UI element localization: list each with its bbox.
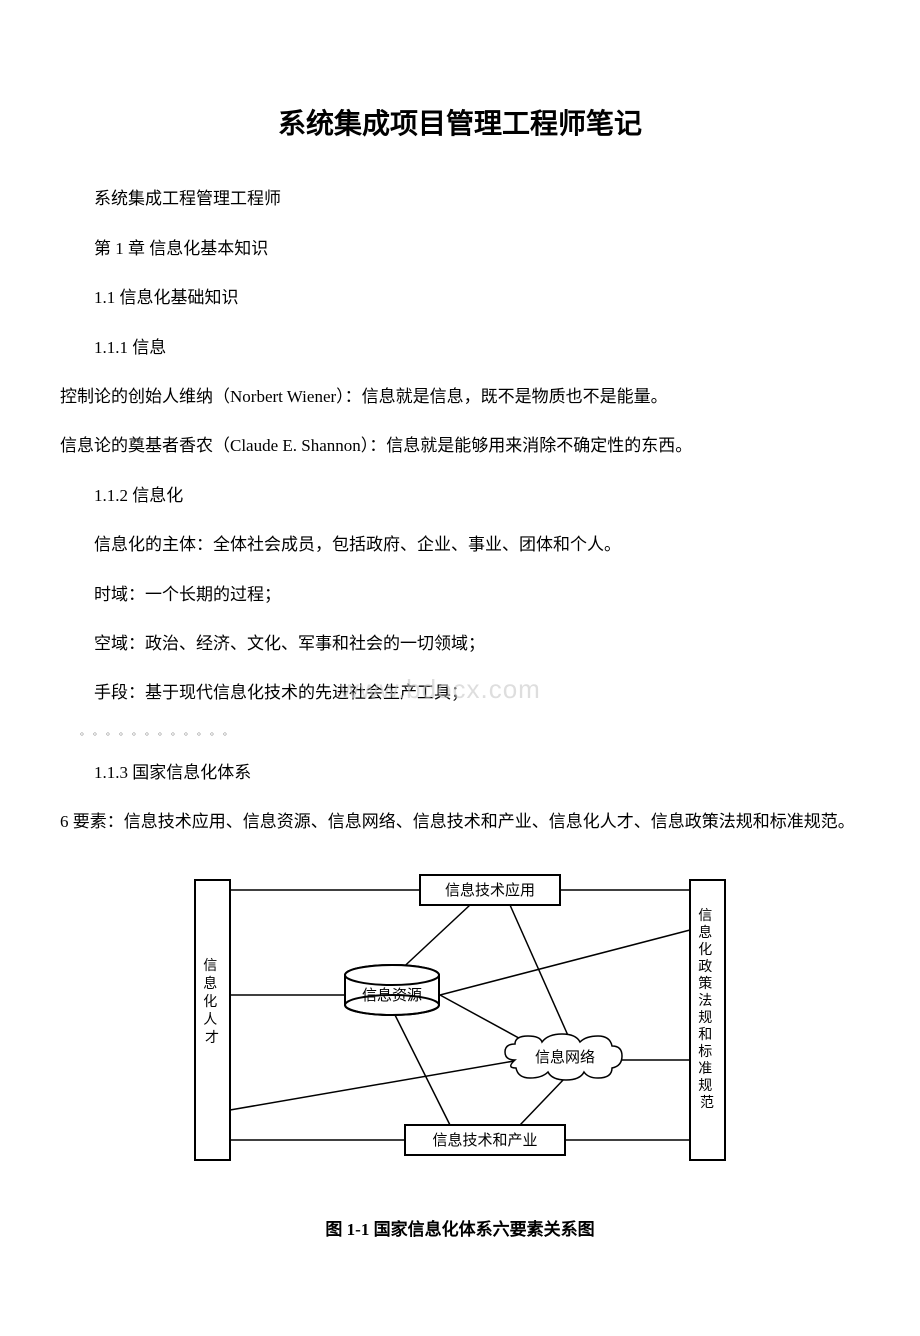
- body-paragraph: 1.1.2 信息化: [60, 477, 860, 514]
- diagram-edges: [230, 890, 690, 1140]
- diagram-container: 信 息 化 人 才 信 息 化 政 策 法 规 和 标 准 规 范: [160, 860, 760, 1246]
- diagram-node-left-pillar: 信 息 化 人 才: [195, 880, 230, 1160]
- diagram-node-right-pillar: 信 息 化 政 策 法 规 和 标 准 规 范: [690, 880, 725, 1160]
- body-paragraph: 控制论的创始人维纳（Norbert Wiener）：信息就是信息，既不是物质也不…: [60, 378, 860, 415]
- document-title: 系统集成项目管理工程师笔记: [60, 100, 860, 150]
- body-paragraph: 1.1.3 国家信息化体系: [60, 754, 860, 791]
- diagram-node-network: 信息网络: [505, 1034, 622, 1080]
- diagram-label: 信息技术和产业: [432, 1132, 537, 1149]
- body-paragraph: 信息论的奠基者香农（Claude E. Shannon）：信息就是能够用来消除不…: [60, 427, 860, 464]
- diagram-node-top: 信息技术应用: [420, 875, 560, 905]
- body-paragraph: 1.1.1 信息: [60, 329, 860, 366]
- diagram-label: 信息技术应用: [445, 881, 535, 899]
- body-paragraph: 信息化的主体：全体社会成员，包括政府、企业、事业、团体和个人。: [60, 526, 860, 563]
- body-paragraph: 手段：基于现代信息化技术的先进社会生产工具；: [60, 674, 860, 711]
- diagram-node-bottom: 信息技术和产业: [405, 1125, 565, 1155]
- diagram-caption: 图 1-1 国家信息化体系六要素关系图: [160, 1215, 760, 1246]
- diagram-label: 信息网络: [535, 1049, 595, 1066]
- diagram-label: 信 息 化 人 才: [203, 958, 221, 1046]
- body-paragraph: 1.1 信息化基础知识: [60, 279, 860, 316]
- body-paragraph: 时域：一个长期的过程；: [60, 576, 860, 613]
- diagram-label: 信息资源: [362, 987, 422, 1004]
- body-paragraph: 系统集成工程管理工程师: [60, 180, 860, 217]
- diagram-svg: 信 息 化 人 才 信 息 化 政 策 法 规 和 标 准 规 范: [170, 860, 750, 1190]
- body-paragraph: 6 要素：信息技术应用、信息资源、信息网络、信息技术和产业、信息化人才、信息政策…: [60, 803, 860, 840]
- diagram-node-resource: 信息资源: [345, 965, 439, 1015]
- body-paragraph: 。。。。。。。。。。。。: [60, 724, 860, 742]
- body-paragraph: 第 1 章 信息化基本知识: [60, 230, 860, 267]
- body-paragraph: 空域：政治、经济、文化、军事和社会的一切领域；: [60, 625, 860, 662]
